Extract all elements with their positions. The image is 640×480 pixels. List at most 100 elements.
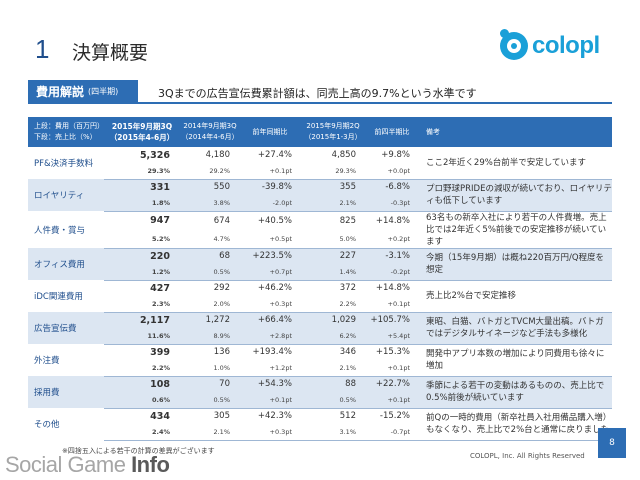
slide-title: 決算概要 <box>72 42 149 64</box>
footnote: ※四捨五入による若干の計算の差異がございます <box>62 447 215 455</box>
cell-top-col3: +40.5% <box>257 215 292 226</box>
table-row: PF&決済手数料 5,326 4,180 +27.4% 4,850 +9.8% ここ2年近く… <box>28 147 612 180</box>
row-note: 前Qの一時的費用（新卒社員入社用備品購入増）もなくなり、売上比で2%台と通常に戻… <box>418 408 612 441</box>
header-col2: 2014年9月期3Q （2014年4-6月） <box>180 117 240 147</box>
row-note: 季節による若干の変動はあるものの、売上比で0.5%前後が続いています <box>418 376 612 409</box>
cell-top-col1: 2,117 <box>104 312 180 328</box>
table-row-ratio: 2.2% 1.0% +1.2pt 2.1% +0.1pt <box>28 360 612 377</box>
cell-bottom-col1: 0.6% <box>104 392 180 409</box>
cell-top-col4: 512 <box>339 411 356 422</box>
cell-bottom-col5: -0.7pt <box>366 424 418 441</box>
cell-top-col3: +193.4% <box>252 347 292 358</box>
row-category: iDC関連費用 <box>34 292 83 302</box>
row-category: 広告宣伝費 <box>28 312 104 344</box>
cell-bottom-col3: +0.1pt <box>240 392 300 409</box>
row-note: 東昭、白猫、バトガとTVCM大量出稿。バトガではデジタルサイネージなど手法も多様… <box>418 312 612 345</box>
cell-bottom-col2: 0.5% <box>180 392 240 409</box>
cell-top-col4: 4,850 <box>331 150 356 160</box>
cell-top-col5: +22.7% <box>366 376 418 392</box>
section-tag: 費用解説 (四半期) <box>28 80 138 102</box>
cell-bottom-col4: 29.3% <box>300 163 366 180</box>
row-category: 人件費・賞与 <box>34 225 86 236</box>
header-col2-line2: （2014年4-6月） <box>181 133 239 141</box>
cell-top-col2: 1,272 <box>180 312 240 328</box>
cell-bottom-col3: +0.3pt <box>240 296 300 313</box>
header-col3: 前年同期比 <box>240 117 300 147</box>
cell-top-col3: -39.8% <box>240 179 300 195</box>
cell-top-col4: 825 <box>339 215 356 226</box>
cell-top-col5: +9.8% <box>381 150 410 160</box>
cell-bottom-col2: 2.0% <box>180 296 240 313</box>
header-category: 上段：費用（百万円） 下段：売上比（%） <box>28 117 104 147</box>
cell-top-col2: 4,180 <box>205 150 230 160</box>
cell-top-col3: +223.5% <box>240 248 300 264</box>
cell-bottom-col2: 29.2% <box>180 163 240 180</box>
watermark: Social Game Info <box>5 452 170 478</box>
table-row-ratio: 29.3% 29.2% +0.1pt 29.3% +0.0pt <box>28 163 612 180</box>
table-row-ratio: 1.8% 3.8% -2.0pt 2.1% -0.3pt <box>28 195 612 212</box>
row-note: プロ野球PRIDEの減収が続いており、ロイヤリティも低下しています <box>418 179 612 212</box>
header-col4: 2015年9月期2Q （2015年1-3月） <box>300 117 366 147</box>
cell-top-col5: +15.3% <box>375 347 410 358</box>
header-category-line2: 下段：売上比（%） <box>34 133 97 141</box>
cell-bottom-col3: +0.1pt <box>240 163 300 180</box>
cell-bottom-col1: 5.2% <box>104 229 180 249</box>
cell-top-col1: 220 <box>104 248 180 264</box>
cell-bottom-col4: 2.2% <box>300 296 366 313</box>
slide-number: 1 <box>35 34 50 64</box>
header-col2-line1: 2014年9月期3Q <box>183 122 237 130</box>
table-row: ロイヤリティ 331 550 -39.8% 355 -6.8% プロ野球PRIDEの減収が続… <box>28 179 612 212</box>
cell-top-col1: 427 <box>150 282 170 294</box>
cell-bottom-col4: 5.0% <box>300 229 366 249</box>
table-row: その他 434 305 +42.3% 512 -15.2% 前Qの一時的費用（新卒社員入社用… <box>28 408 612 441</box>
cell-top-col1: 947 <box>150 215 170 226</box>
cell-bottom-col4: 0.5% <box>300 392 366 409</box>
cell-bottom-col5: +0.0pt <box>366 163 418 180</box>
cell-bottom-col4: 2.1% <box>300 195 366 212</box>
cell-bottom-col4: 3.1% <box>300 424 366 441</box>
section-label: 費用解説 <box>36 84 85 99</box>
cell-bottom-col3: -2.0pt <box>240 195 300 212</box>
row-note: 開発中アプリ本数の増加により同費用も徐々に増加 <box>418 344 612 377</box>
cell-bottom-col3: +2.8pt <box>240 328 300 345</box>
cell-top-col4: 372 <box>339 283 356 294</box>
header-note: 備考 <box>418 117 612 147</box>
cell-bottom-col1: 11.6% <box>104 328 180 345</box>
row-category: 採用費 <box>28 376 104 408</box>
table-row: iDC関連費用 427 292 +46.2% 372 +14.8% 売上比2%台で安定推移 <box>28 280 612 313</box>
cell-top-col1: 5,326 <box>139 149 170 161</box>
header-col1-line2: （2015年4-6月） <box>109 133 175 142</box>
table-header-row: 上段：費用（百万円） 下段：売上比（%） 2015年9月期3Q （2015年4-… <box>28 117 612 147</box>
cell-top-col5: -15.2% <box>379 411 410 422</box>
cell-bottom-col1: 1.8% <box>104 195 180 212</box>
cell-bottom-col3: +0.5pt <box>240 229 300 249</box>
cell-bottom-col3: +0.7pt <box>240 264 300 281</box>
row-category: オフィス費用 <box>28 248 104 280</box>
cell-bottom-col4: 1.4% <box>300 264 366 281</box>
row-note: 今期（15年9月期）は概ね220百万円/Q程度を想定 <box>418 248 612 281</box>
watermark-bold: Info <box>131 452 170 477</box>
cell-top-col4: 227 <box>300 248 366 264</box>
row-category: ロイヤリティ <box>28 179 104 211</box>
cell-top-col3: +27.4% <box>257 150 292 160</box>
cell-bottom-col2: 2.1% <box>180 424 240 441</box>
cell-top-col2: 292 <box>213 283 230 294</box>
copyright: COLOPL, Inc. All Rights Reserved <box>470 452 585 460</box>
expense-table: 上段：費用（百万円） 下段：売上比（%） 2015年9月期3Q （2015年4-… <box>28 117 612 441</box>
cell-bottom-col5: -0.3pt <box>366 195 418 212</box>
table-row-ratio: 1.2% 0.5% +0.7pt 1.4% -0.2pt <box>28 264 612 281</box>
cell-top-col2: 136 <box>213 347 230 358</box>
row-note: ここ2年近く29%台前半で安定しています <box>418 147 612 180</box>
table-row: 外注費 399 136 +193.4% 346 +15.3% 開発中アプリ本数の増加により同… <box>28 344 612 377</box>
table-row: 広告宣伝費 2,117 1,272 +66.4% 1,029 +105.7% 東昭、白猫、バ… <box>28 312 612 345</box>
cell-bottom-col1: 2.2% <box>104 360 180 377</box>
cell-bottom-col1: 2.4% <box>104 424 180 441</box>
cell-top-col5: -3.1% <box>366 248 418 264</box>
cell-bottom-col3: +1.2pt <box>240 360 300 377</box>
cell-bottom-col5: +0.2pt <box>366 229 418 249</box>
cell-bottom-col1: 2.3% <box>104 296 180 313</box>
watermark-light: Social Game <box>5 452 132 477</box>
row-note: 売上比2%台で安定推移 <box>418 280 612 313</box>
cell-bottom-col2: 0.5% <box>180 264 240 281</box>
header-col4-line2: （2015年1-3月） <box>304 133 362 141</box>
